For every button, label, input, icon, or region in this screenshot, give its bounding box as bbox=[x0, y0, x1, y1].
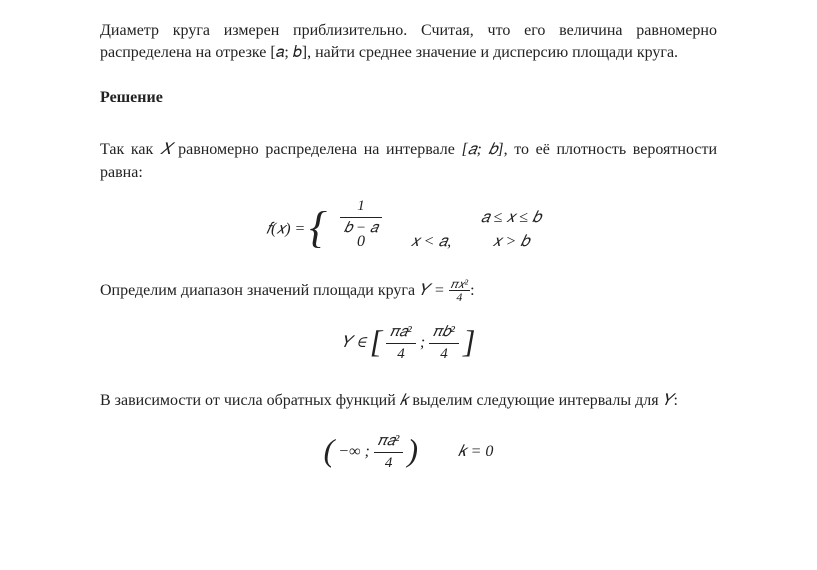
case-condition-1: 𝑎 ≤ 𝑥 ≤ 𝑏 bbox=[471, 207, 551, 229]
fraction-numerator: 𝜋𝑏² bbox=[429, 322, 459, 344]
fraction-pix2-4: 𝜋𝑥² 4 bbox=[449, 278, 470, 303]
math-interval-ab: [𝑎; 𝑏] bbox=[462, 141, 504, 158]
right-paren-icon: ) bbox=[407, 428, 418, 473]
paragraph-k-intro: В зависимости от числа обратных функций … bbox=[100, 390, 717, 412]
paragraph-range-intro: Определим диапазон значений площади круг… bbox=[100, 278, 717, 303]
fraction-denominator: 4 bbox=[449, 291, 470, 303]
piecewise-cases: 1 𝑏 − 𝑎 𝑎 ≤ 𝑥 ≤ 𝑏 0 𝑥 < 𝑎, 𝑥 > 𝑏 bbox=[331, 206, 551, 254]
text-fragment: Определим диапазон значений площади круг… bbox=[100, 282, 419, 299]
fraction-numerator: 𝜋𝑎² bbox=[374, 431, 404, 453]
left-brace-icon: { bbox=[309, 206, 327, 250]
text-fragment: В зависимости от числа обратных функций bbox=[100, 392, 400, 409]
fraction-denominator: 4 bbox=[429, 344, 459, 365]
fraction-numerator: 𝜋𝑎² bbox=[386, 322, 416, 344]
paragraph-density-intro: Так как 𝑋 равномерно распределена на инт… bbox=[100, 139, 717, 184]
case-condition-2b: 𝑥 > 𝑏 bbox=[471, 231, 551, 253]
fraction-numerator: 𝜋𝑥² bbox=[449, 278, 470, 291]
fraction-pia2-4: 𝜋𝑎² 4 bbox=[386, 322, 416, 365]
text-fragment: равномерно распределена на интервале bbox=[171, 141, 461, 158]
case-value-2: 0 bbox=[331, 231, 391, 253]
math-y-def-lhs: 𝑌 = bbox=[419, 282, 449, 299]
formula-lhs: 𝑓(𝑥) = bbox=[266, 221, 305, 238]
left-paren-icon: ( bbox=[324, 428, 335, 473]
text-fragment: выделим следующие интервалы для bbox=[408, 392, 662, 409]
interval-row-1: ( −∞ ; 𝜋𝑎² 4 ) 𝑘 = 0 bbox=[100, 430, 717, 475]
problem-statement: Диаметр круга измерен приблизительно. Сч… bbox=[100, 20, 717, 65]
math-var-y: 𝑌 bbox=[663, 392, 674, 409]
separator: ; bbox=[364, 443, 373, 460]
density-formula: 𝑓(𝑥) = { 1 𝑏 − 𝑎 𝑎 ≤ 𝑥 ≤ 𝑏 0 𝑥 < 𝑎, 𝑥 > … bbox=[100, 206, 717, 254]
interval-expression: ( −∞ ; 𝜋𝑎² 4 ) bbox=[324, 430, 418, 475]
right-square-bracket-icon: ] bbox=[463, 319, 475, 364]
formula-lhs: 𝑌 ∈ bbox=[342, 334, 366, 351]
fraction-pib2-4: 𝜋𝑏² 4 bbox=[429, 322, 459, 365]
separator: ; bbox=[420, 334, 429, 351]
math-var-x: 𝑋 bbox=[160, 141, 172, 158]
text-fragment: Так как bbox=[100, 141, 160, 158]
case-row-1: 1 𝑏 − 𝑎 𝑎 ≤ 𝑥 ≤ 𝑏 bbox=[331, 206, 551, 230]
fraction-denominator: 4 bbox=[374, 453, 404, 474]
interval-left: −∞ bbox=[338, 443, 360, 460]
fraction-pia2-4: 𝜋𝑎² 4 bbox=[374, 431, 404, 474]
text-fragment: : bbox=[470, 282, 474, 299]
left-square-bracket-icon: [ bbox=[370, 319, 382, 364]
fraction-numerator: 1 bbox=[340, 196, 382, 218]
k-value: 𝑘 = 0 bbox=[458, 441, 493, 463]
text-fragment: : bbox=[673, 392, 677, 409]
document-page: Диаметр круга измерен приблизительно. Сч… bbox=[0, 0, 817, 570]
range-formula: 𝑌 ∈ [ 𝜋𝑎² 4 ; 𝜋𝑏² 4 ] bbox=[100, 321, 717, 366]
case-condition-2a: 𝑥 < 𝑎, bbox=[391, 231, 471, 253]
fraction-denominator: 4 bbox=[386, 344, 416, 365]
solution-heading: Решение bbox=[100, 87, 717, 109]
case-row-2: 0 𝑥 < 𝑎, 𝑥 > 𝑏 bbox=[331, 230, 551, 254]
